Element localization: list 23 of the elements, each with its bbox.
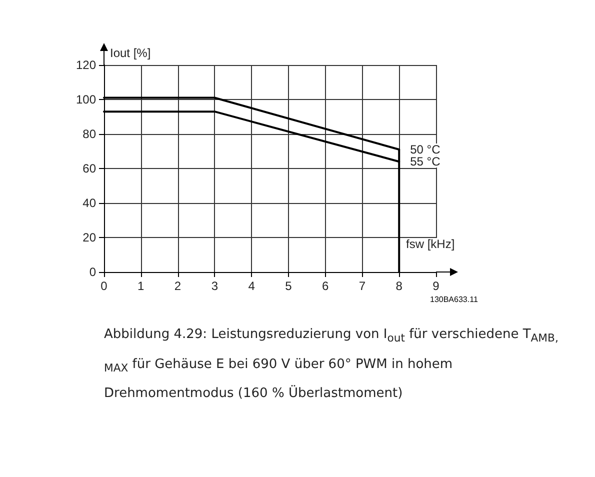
y-tick-label: 20 bbox=[82, 230, 96, 244]
x-tick-label: 9 bbox=[432, 279, 440, 293]
x-axis-title: fsw [kHz] bbox=[406, 237, 455, 251]
x-tick-label: 4 bbox=[248, 279, 256, 293]
y-tick-label: 40 bbox=[82, 196, 96, 210]
y-tick-label: 100 bbox=[76, 92, 96, 106]
text: 130BA633.11 bbox=[430, 295, 478, 304]
x-tick-label: 7 bbox=[358, 279, 366, 293]
series-label: 50 °C bbox=[410, 142, 441, 157]
y-axis-title: Iout [%] bbox=[110, 46, 151, 60]
y-tick-label: 60 bbox=[82, 162, 96, 176]
x-tick-label: 8 bbox=[396, 279, 403, 293]
y-tick-label: 0 bbox=[89, 265, 96, 279]
series-label: 55 °C bbox=[410, 154, 441, 169]
x-tick-label: 6 bbox=[322, 279, 329, 293]
x-tick-label: 0 bbox=[100, 279, 108, 293]
x-tick-label: 3 bbox=[211, 279, 218, 293]
y-tick-label: 120 bbox=[76, 58, 96, 72]
text: Abbildung 4.29: Leistungsreduzierung von I$_{out}$ für verschiedene T$_{AMB,}$ $_{MAX}$ für Gehäuse E bei 690 V über 60° PWM in hohem Drehmomentmodus (160 % Überlastmoment) bbox=[104, 327, 558, 402]
x-tick-label: 2 bbox=[174, 279, 182, 293]
x-tick-label: 1 bbox=[138, 279, 145, 293]
y-tick-label: 80 bbox=[82, 127, 96, 141]
x-tick-label: 5 bbox=[285, 279, 292, 293]
